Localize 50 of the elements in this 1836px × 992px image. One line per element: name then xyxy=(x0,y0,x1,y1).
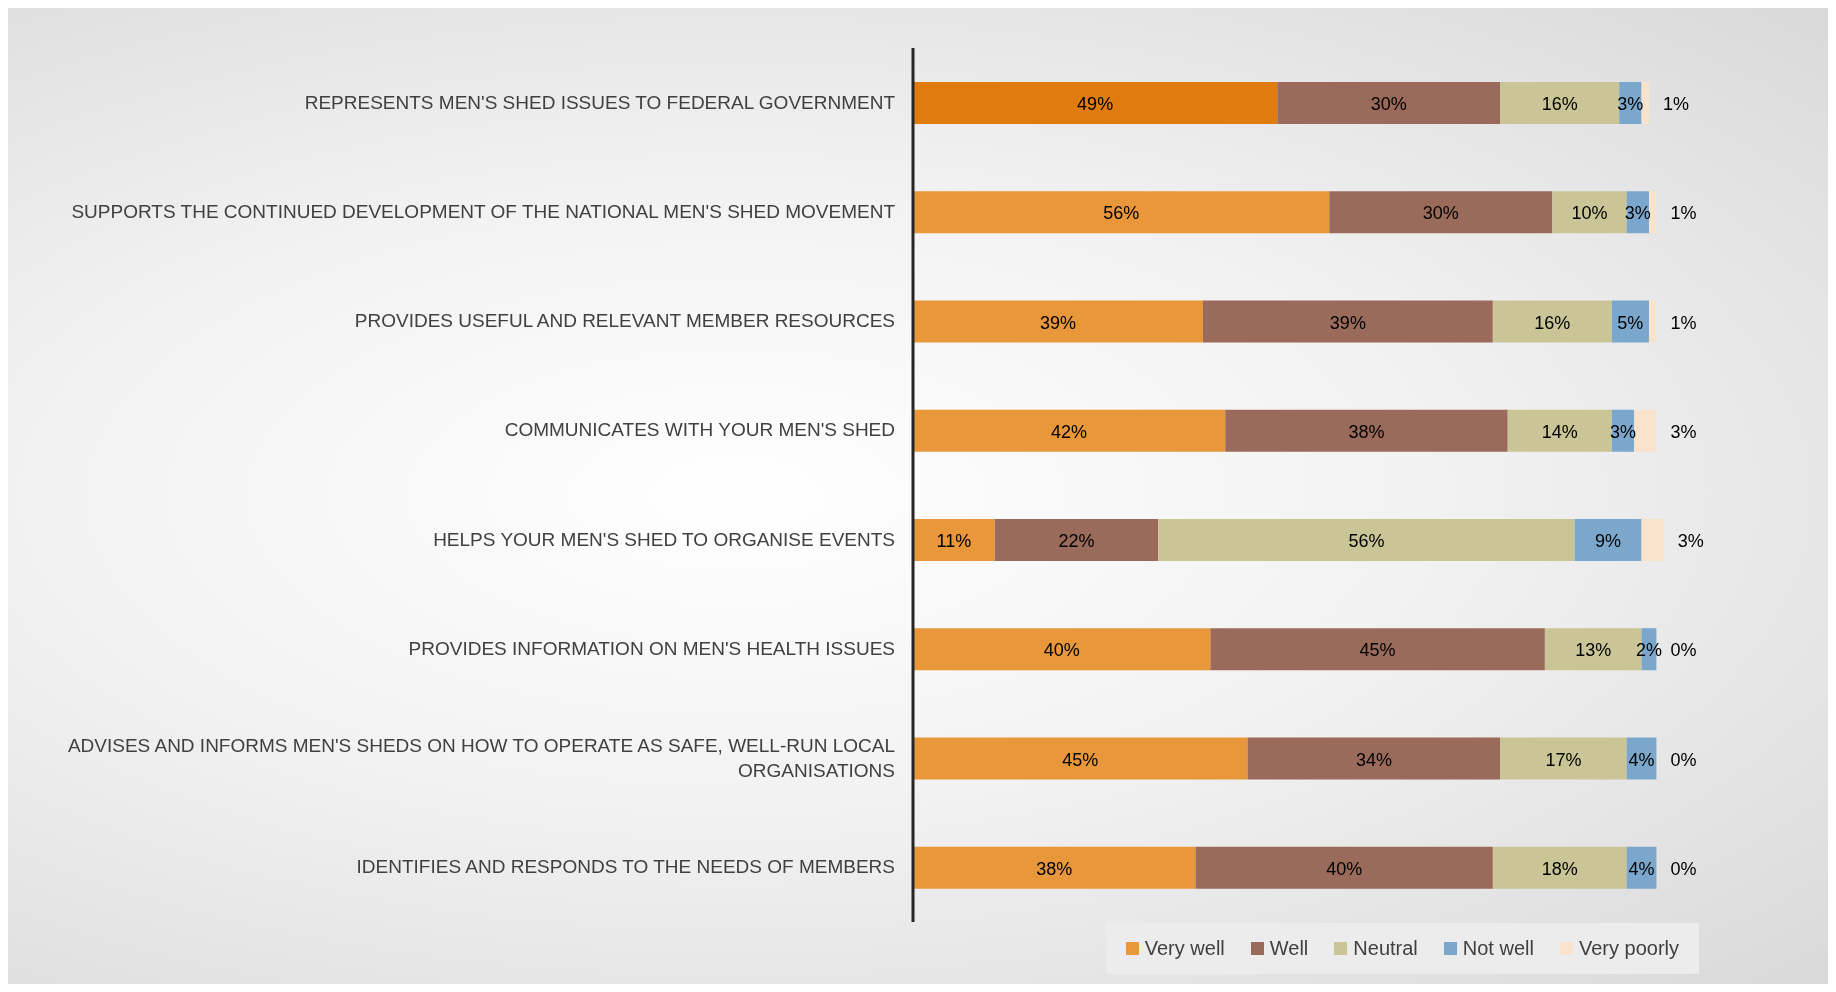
data-label: 4% xyxy=(1628,749,1655,770)
data-label: 2% xyxy=(1635,640,1662,661)
y-tick-label: SUPPORTS THE CONTINUED DEVELOPMENT OF THE NATIONAL MEN'S SHED MOVEMENT xyxy=(71,200,896,222)
data-label: 56% xyxy=(1103,203,1140,224)
data-label: 9% xyxy=(1595,531,1622,551)
data-label: 5% xyxy=(1617,312,1644,333)
y-tick-label: PROVIDES USEFUL AND RELEVANT MEMBER RESOURCES xyxy=(354,310,895,332)
data-label: 3% xyxy=(1670,421,1697,442)
data-label: 39% xyxy=(1039,312,1076,333)
y-tick-label: COMMUNICATES WITH YOUR MEN'S SHED xyxy=(504,419,895,441)
y-tick-label: PROVIDES INFORMATION ON MEN'S HEALTH ISSUES xyxy=(408,637,895,659)
data-label: 14% xyxy=(1541,421,1578,442)
legend-label: Very poorly xyxy=(1577,937,1679,960)
data-label: 16% xyxy=(1534,312,1571,333)
data-label: 4% xyxy=(1628,858,1655,879)
data-label: 0% xyxy=(1670,858,1697,879)
data-label: 38% xyxy=(1348,421,1385,442)
data-label: 0% xyxy=(1670,640,1697,661)
y-tick-label: REPRESENTS MEN'S SHED ISSUES TO FEDERAL GOVERNMENT xyxy=(304,91,896,113)
data-label: 17% xyxy=(1545,749,1582,770)
data-label: 18% xyxy=(1541,858,1578,879)
data-label: 3% xyxy=(1677,531,1704,551)
data-label: 45% xyxy=(1359,640,1396,661)
legend-label: Well xyxy=(1268,937,1309,960)
data-label: 1% xyxy=(1670,203,1697,224)
data-label: 1% xyxy=(1662,94,1689,114)
data-label: 38% xyxy=(1036,858,1073,879)
data-label: 56% xyxy=(1348,531,1385,551)
data-label: 30% xyxy=(1422,203,1459,224)
data-label: 39% xyxy=(1329,312,1366,333)
data-label: 40% xyxy=(1326,858,1363,879)
data-label: 16% xyxy=(1541,94,1578,114)
data-label: 22% xyxy=(1058,531,1095,551)
legend-label: Neutral xyxy=(1352,937,1418,960)
y-tick-label: IDENTIFIES AND RESPONDS TO THE NEEDS OF MEMBERS xyxy=(356,856,895,878)
data-label: 1% xyxy=(1670,312,1697,333)
legend-label: Not well xyxy=(1461,937,1534,960)
data-label: 0% xyxy=(1670,749,1697,770)
data-label: 11% xyxy=(936,531,972,551)
data-label: 30% xyxy=(1370,94,1407,114)
legend-label: Very well xyxy=(1143,937,1225,960)
y-tick-label: ADVISES AND INFORMS MEN'S SHEDS ON HOW TO OPERATE AS SAFE, WELL-RUN LOCAL ORGANISATIONS xyxy=(67,734,895,781)
data-label: 34% xyxy=(1355,749,1392,770)
y-tick-label: HELPS YOUR MEN'S SHED TO ORGANISE EVENTS xyxy=(433,528,895,550)
data-label: 49% xyxy=(1077,94,1114,114)
data-label: 13% xyxy=(1575,640,1612,661)
data-label: 45% xyxy=(1062,749,1099,770)
data-label: 40% xyxy=(1043,640,1080,661)
data-label: 10% xyxy=(1571,203,1608,224)
data-label: 42% xyxy=(1051,421,1088,442)
